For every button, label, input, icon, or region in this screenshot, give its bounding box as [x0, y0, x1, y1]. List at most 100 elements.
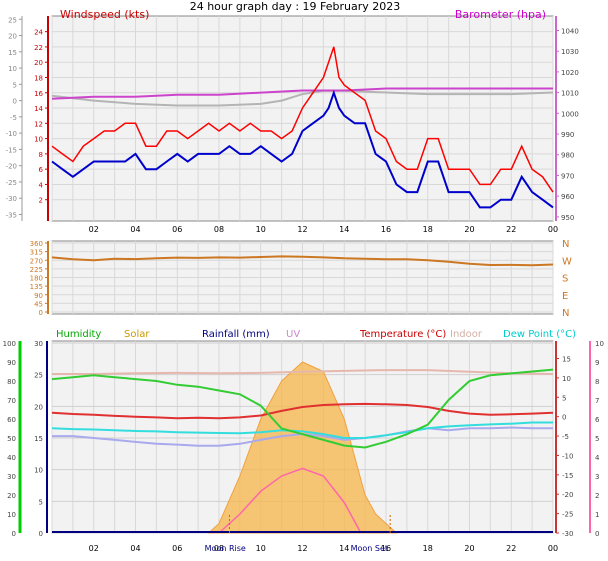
tick-label: 6: [595, 416, 600, 424]
tick-label: 15: [562, 356, 571, 364]
tick-label: 3: [595, 473, 599, 481]
tick-label: 1020: [561, 69, 579, 77]
tick-label: 135: [30, 283, 43, 291]
tick-label: -10: [562, 452, 573, 460]
tick-label: 1000: [561, 110, 579, 118]
temp-panel-x-ticks: 02 04 06 08 10 12 14 16 18 20 22 00: [89, 544, 558, 553]
tick-label: 970: [561, 172, 574, 180]
tick-label: 22: [34, 44, 43, 52]
wind-panel-x-ticks: 02 04 06 08 10 12 14 16 18 20 22 00: [89, 225, 558, 234]
tick-label: 10: [8, 65, 17, 73]
tick-label: 16: [34, 90, 43, 98]
tick-label: 950: [561, 214, 574, 222]
tick-label: 10: [34, 467, 43, 475]
tick-label: -10: [6, 130, 17, 138]
legend-label: Dew Point (°C): [503, 329, 576, 340]
tick-label: 30: [7, 473, 16, 481]
x-tick-label: 02: [89, 225, 99, 234]
tick-label: 10: [34, 136, 43, 144]
compass-label: W: [562, 256, 572, 267]
x-tick-label: 16: [381, 225, 391, 234]
tick-label: -25: [6, 179, 17, 187]
temp-panel-series: [51, 361, 554, 534]
tick-label: 9: [595, 359, 599, 367]
tick-label: 1: [595, 511, 599, 519]
tick-label: 180: [30, 275, 43, 283]
tick-label: 2: [595, 492, 599, 500]
tick-label: 8: [595, 378, 599, 386]
chart-title: 24 hour graph day : 19 February 2023: [190, 0, 401, 13]
series-line-uv: [218, 467, 362, 534]
tick-label: 7: [595, 397, 599, 405]
tick-label: 40: [7, 454, 16, 462]
x-tick-label: 00: [548, 225, 558, 234]
series-line-dew-point-c: [51, 421, 553, 439]
tick-label: 15: [8, 49, 17, 57]
tick-label: -15: [6, 146, 17, 154]
tick-label: 4: [39, 181, 44, 189]
tick-label: 20: [34, 403, 43, 411]
x-tick-label: 06: [172, 544, 182, 553]
x-tick-label: 06: [172, 225, 182, 234]
tick-label: 4: [595, 454, 600, 462]
temp-panel-annotations: Moon Rise Moon Set: [205, 515, 391, 553]
direction-panel-series: [51, 255, 554, 267]
tick-label: 25: [8, 16, 17, 24]
tick-label: -35: [6, 211, 17, 219]
tick-label: 30: [34, 340, 43, 348]
tick-label: 360: [30, 240, 43, 248]
legend-label: Rainfall (mm): [202, 329, 270, 340]
tick-label: -25: [562, 511, 573, 519]
tick-label: 225: [30, 266, 43, 274]
tick-label: 24: [34, 29, 43, 37]
x-tick-label: 18: [423, 225, 433, 234]
x-tick-label: 08: [214, 225, 224, 234]
tick-label: 0: [562, 414, 566, 422]
compass-label: S: [562, 274, 568, 285]
x-tick-label: 22: [506, 544, 516, 553]
x-tick-label: 20: [464, 544, 474, 553]
series-line-wind-average: [51, 89, 554, 209]
tick-label: 2: [39, 197, 43, 205]
tick-label: 50: [7, 435, 16, 443]
legend-label: Indoor: [450, 329, 483, 340]
x-tick-label: 02: [89, 544, 99, 553]
x-tick-label: 00: [548, 544, 558, 553]
tick-label: 1040: [561, 27, 579, 35]
wind-panel-pressure-ticks: 1040 1030 1020 1010 1000 990 980 970 960 950: [555, 16, 579, 222]
x-tick-label: 12: [297, 225, 307, 234]
legend-label: UV: [286, 329, 300, 340]
tick-label: 0: [595, 530, 599, 538]
windspeed-label: Windspeed (kts): [60, 8, 149, 21]
tick-label: 980: [561, 152, 574, 160]
tick-label: 990: [561, 131, 574, 139]
tick-label: 60: [7, 416, 16, 424]
x-tick-label: 14: [339, 544, 349, 553]
tick-label: 15: [34, 435, 43, 443]
wind-panel-wind-ticks: 24 22 20 18 16 14 12 10 8 6 4 2: [34, 16, 49, 221]
x-tick-label: 10: [256, 544, 266, 553]
x-tick-label: 08: [214, 544, 224, 553]
wind-panel-temp-ticks: 25 20 15 10 5 0 -5 -10 -15 -20 -25 -30 -35: [6, 16, 23, 221]
tick-label: 100: [3, 340, 16, 348]
temp-panel-axes: 1009080706050403020100302520151050151050…: [3, 340, 604, 538]
series-line-gust: [51, 46, 554, 193]
tick-label: -15: [562, 472, 573, 480]
tick-label: -20: [6, 163, 17, 171]
legend-label: Humidity: [56, 329, 101, 340]
tick-label: 10: [595, 340, 604, 348]
tick-label: 14: [34, 105, 43, 113]
tick-label: 12: [34, 120, 43, 128]
tick-label: 90: [7, 359, 16, 367]
x-tick-label: 18: [423, 544, 433, 553]
series-line-temperature: [51, 89, 554, 107]
tick-label: -20: [562, 491, 573, 499]
legend-label: Solar: [124, 329, 150, 340]
tick-label: 315: [30, 249, 43, 257]
tick-label: 0: [39, 530, 43, 538]
legend-label: Temperature (°C): [359, 329, 446, 340]
tick-label: 1030: [561, 48, 579, 56]
